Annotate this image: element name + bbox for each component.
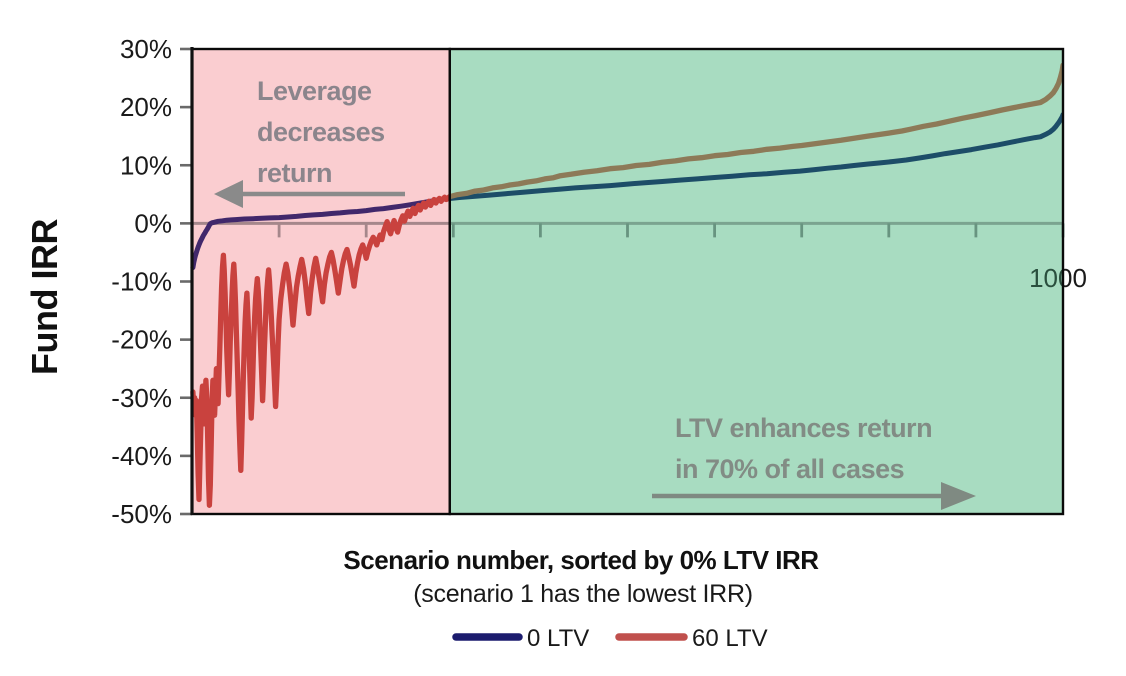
x-max-label: 1000 [1029, 263, 1087, 293]
y-tick-label: 10% [120, 150, 172, 180]
right-arrow-head [941, 482, 976, 510]
y-tick-label: -40% [111, 441, 172, 471]
annotation-ltv-line2: in 70% of all cases [675, 454, 904, 484]
y-tick-label: -30% [111, 383, 172, 413]
y-tick-label: 20% [120, 92, 172, 122]
series-line-60-ltv [190, 193, 450, 508]
x-max-label: 1000 [1029, 263, 1087, 293]
left-arrow-head [214, 180, 243, 208]
annotation-leverage-line3: return [257, 158, 332, 188]
y-axis-title: Fund IRR [24, 219, 65, 375]
annotation-ltv-line1: LTV enhances return [675, 413, 932, 443]
plot-borders [190, 47, 1065, 516]
y-tick-label: -20% [111, 325, 172, 355]
series-lines [190, 62, 1063, 508]
legend-label-60ltv: 60 LTV [692, 625, 768, 652]
legend: 0 LTV 60 LTV [452, 625, 768, 652]
x-axis-end-label: 10001000 [1029, 263, 1087, 293]
region-ltv-enhances [449, 49, 1063, 514]
annotation-leverage-decreases: Leverage decreases return [214, 76, 405, 208]
y-tick-label: -10% [111, 267, 172, 297]
legend-label-0ltv: 0 LTV [527, 625, 589, 652]
annotation-leverage-line2: decreases [257, 117, 385, 147]
y-tick-label: -50% [111, 499, 172, 529]
x-axis-title: Scenario number, sorted by 0% LTV IRR [343, 545, 819, 575]
y-tick-label: 30% [120, 34, 172, 64]
plot-regions [192, 49, 1063, 514]
right-arrow-icon [652, 482, 976, 510]
axis-ticks [180, 47, 1065, 516]
annotation-ltv-enhances: LTV enhances return in 70% of all cases [652, 413, 976, 510]
y-tick-labels: 30% 20% 10% 0% -10% -20% -30% -40% -50% [111, 34, 172, 529]
left-arrow-icon [214, 180, 405, 208]
series-line-60-ltv [449, 62, 1063, 200]
y-tick-label: 0% [134, 208, 172, 238]
green-region-border [448, 47, 1065, 516]
x-axis-subtitle: (scenario 1 has the lowest IRR) [413, 580, 752, 608]
series-line-0-ltv [449, 112, 1063, 201]
annotation-leverage-line1: Leverage [257, 76, 372, 106]
